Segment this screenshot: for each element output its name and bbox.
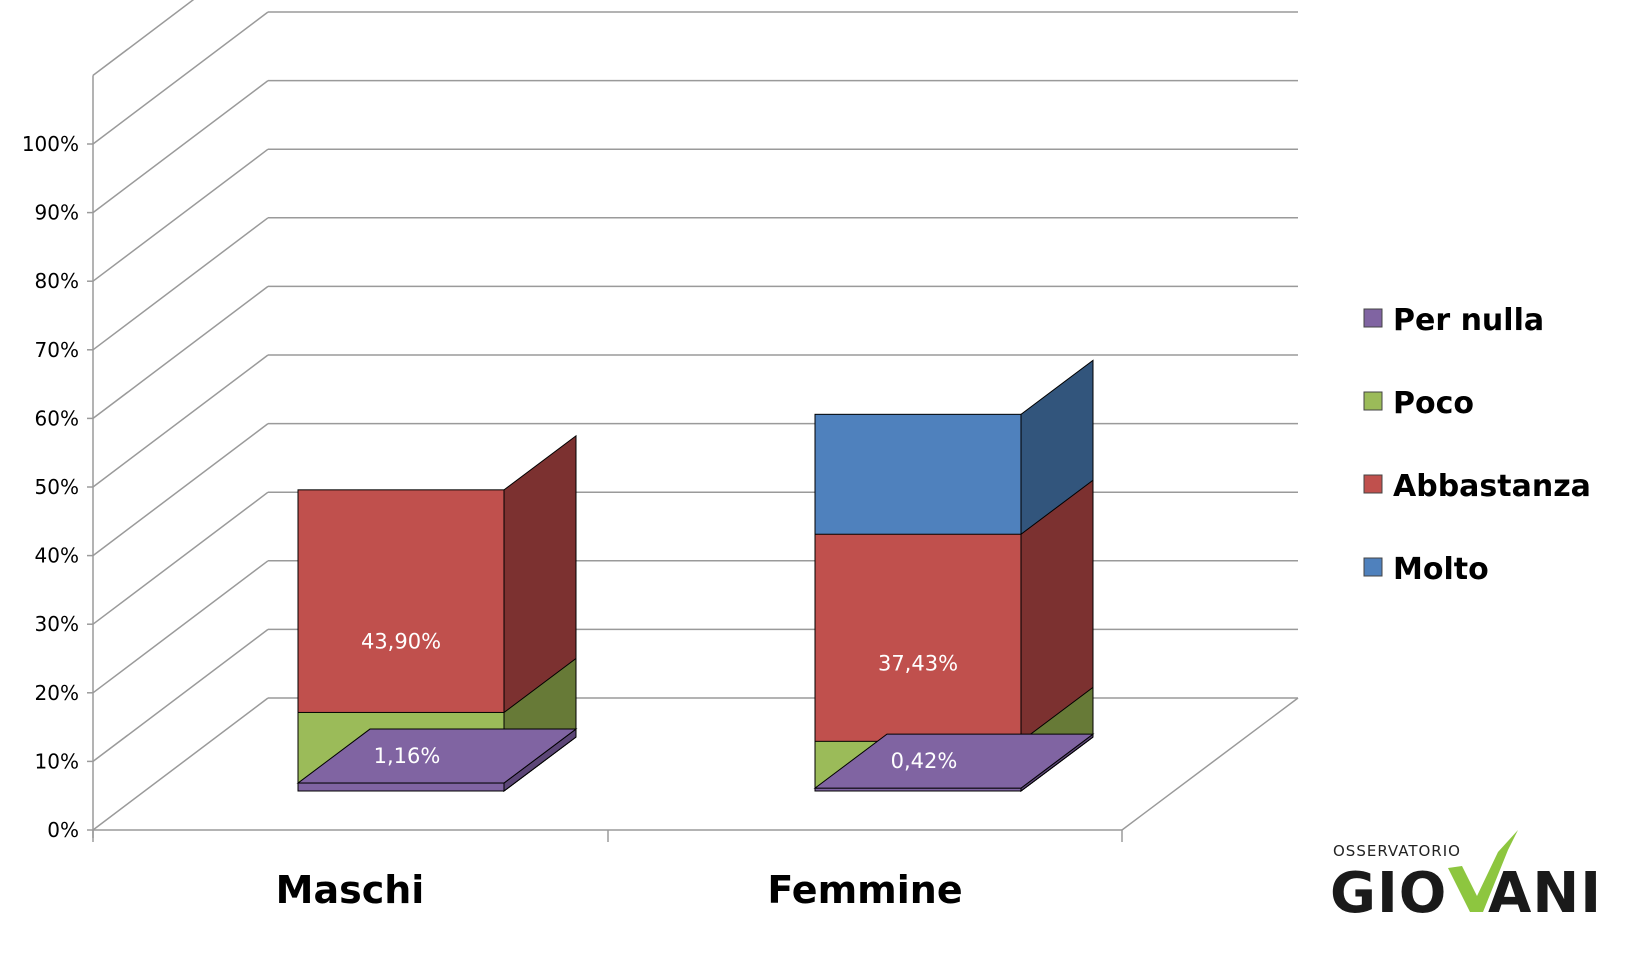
bar-stack-femmine: 54,91%37,43%7,24%0,42% [813, 359, 1095, 792]
bar-segment-per-nulla [297, 782, 505, 792]
floor-right-edge [1121, 697, 1299, 831]
legend-label: Poco [1393, 386, 1474, 421]
side-gridline [92, 285, 269, 419]
x-category-label: Femmine [767, 868, 962, 912]
y-tick-label: 70% [35, 338, 79, 362]
logo-main-left: GIO [1330, 861, 1447, 926]
side-gridline [92, 354, 269, 488]
side-gridline [92, 491, 269, 625]
y-tick-label: 100% [22, 132, 79, 156]
data-label: 37,43% [878, 652, 958, 676]
bar-stack-maschi: 43,49%43,90%11,45%1,16% [296, 434, 578, 792]
y-tick-label: 60% [35, 406, 79, 430]
bar-group: 43,49%43,90%11,45%1,16% 54,91%37,43%7,24%… [296, 359, 1095, 792]
logo-checkmark-icon [1448, 830, 1518, 912]
y-tick-label: 20% [35, 681, 79, 705]
logo-top-text: OSSERVATORIO [1333, 842, 1461, 860]
side-gridline [92, 80, 269, 214]
observatorio-giovani-logo: OSSERVATORIO GIO ANI [1330, 830, 1602, 926]
y-tick-label: 40% [35, 544, 79, 568]
data-label: 43,90% [361, 629, 441, 653]
side-gridline [92, 560, 269, 694]
side-gridline [92, 423, 269, 557]
side-gridline [92, 628, 269, 762]
legend-swatch [1363, 557, 1383, 577]
legend-label: Per nulla [1393, 303, 1544, 338]
side-gridline [92, 217, 269, 351]
side-gridline [92, 697, 269, 831]
y-tick-label: 90% [35, 201, 79, 225]
chart-grid [92, 0, 1299, 831]
legend-swatch [1363, 308, 1383, 328]
y-tick-label: 10% [35, 749, 79, 773]
y-axis: 0% 10% 20% 30% 40% 50% 60% 70% 80% 90% 100% [22, 75, 1123, 842]
side-gridline [92, 0, 195, 76]
bar-top-per-nulla [296, 728, 578, 784]
legend-label: Abbastanza [1393, 469, 1591, 504]
y-tick-label: 80% [35, 269, 79, 293]
side-gridline [92, 148, 269, 282]
side-gridline [92, 11, 269, 145]
legend-swatch [1363, 474, 1383, 494]
legend-label: Molto [1393, 552, 1489, 587]
bar-top-per-nulla [813, 733, 1095, 789]
x-category-label: Maschi [276, 868, 425, 912]
y-tick-label: 0% [47, 818, 79, 842]
legend: Per nulla Poco Abbastanza Molto [1363, 303, 1591, 587]
data-label: 0,42% [891, 749, 958, 773]
y-tick-label: 50% [35, 475, 79, 499]
data-label: 1,16% [374, 744, 441, 768]
legend-swatch [1363, 391, 1383, 411]
x-axis-categories: Maschi Femmine [276, 868, 963, 912]
y-tick-label: 30% [35, 612, 79, 636]
logo-main-right: ANI [1488, 861, 1602, 926]
